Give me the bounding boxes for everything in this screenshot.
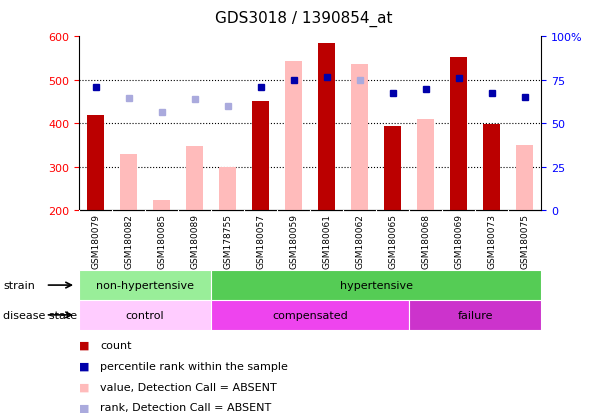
Text: value, Detection Call = ABSENT: value, Detection Call = ABSENT: [100, 382, 277, 392]
Bar: [451, 57, 467, 211]
Text: rank, Detection Call = ABSENT: rank, Detection Call = ABSENT: [100, 402, 272, 412]
Bar: [120, 154, 137, 211]
Text: ■: ■: [79, 382, 89, 392]
Text: non-hypertensive: non-hypertensive: [96, 280, 194, 290]
Text: count: count: [100, 340, 132, 350]
Bar: [153, 201, 170, 211]
Text: control: control: [126, 310, 164, 320]
Text: percentile rank within the sample: percentile rank within the sample: [100, 361, 288, 371]
Bar: [211, 271, 541, 300]
Text: GSM180089: GSM180089: [190, 214, 199, 268]
Text: GSM180075: GSM180075: [520, 214, 529, 268]
Bar: [409, 300, 541, 330]
Text: ■: ■: [79, 402, 89, 412]
Bar: [285, 62, 302, 211]
Text: GSM180073: GSM180073: [487, 214, 496, 268]
Text: GSM180061: GSM180061: [322, 214, 331, 268]
Bar: [417, 120, 434, 211]
Text: strain: strain: [3, 280, 35, 290]
Text: GSM178755: GSM178755: [223, 214, 232, 268]
Text: GSM180059: GSM180059: [289, 214, 298, 268]
Text: failure: failure: [457, 310, 493, 320]
Bar: [252, 102, 269, 211]
Text: disease state: disease state: [3, 310, 77, 320]
Bar: [384, 127, 401, 211]
Text: GSM180057: GSM180057: [256, 214, 265, 268]
Bar: [219, 167, 236, 211]
Text: GSM180062: GSM180062: [355, 214, 364, 268]
Bar: [88, 115, 104, 211]
Text: GDS3018 / 1390854_at: GDS3018 / 1390854_at: [215, 10, 393, 26]
Text: ■: ■: [79, 340, 89, 350]
Bar: [186, 147, 203, 211]
Text: GSM180068: GSM180068: [421, 214, 430, 268]
Text: GSM180085: GSM180085: [157, 214, 166, 268]
Text: ■: ■: [79, 361, 89, 371]
Bar: [516, 146, 533, 211]
Bar: [79, 271, 211, 300]
Text: GSM180082: GSM180082: [124, 214, 133, 268]
Text: compensated: compensated: [272, 310, 348, 320]
Text: GSM180079: GSM180079: [91, 214, 100, 268]
Bar: [319, 44, 335, 211]
Text: GSM180065: GSM180065: [388, 214, 397, 268]
Bar: [351, 64, 368, 211]
Bar: [483, 125, 500, 211]
Text: GSM180069: GSM180069: [454, 214, 463, 268]
Text: hypertensive: hypertensive: [340, 280, 413, 290]
Bar: [79, 300, 211, 330]
Bar: [211, 300, 409, 330]
